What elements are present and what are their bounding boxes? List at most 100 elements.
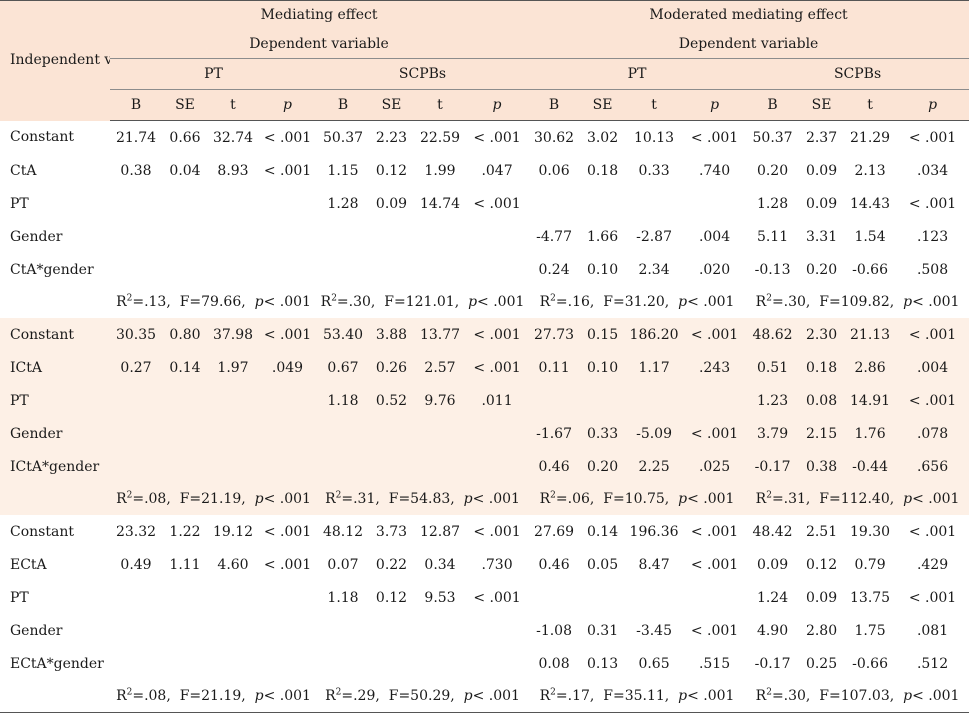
model-fit-summary: R2=.31, F=112.40, p< .001 [746, 483, 969, 515]
table-cell: 2.86 [844, 351, 897, 384]
r-symbol: R [116, 294, 127, 310]
r-symbol: R [539, 688, 551, 704]
r-squared-value: =.30, [771, 688, 811, 704]
independent-variable-header: Independent variable [0, 0, 110, 121]
table-cell: -0.44 [844, 450, 897, 483]
table-cell [317, 450, 369, 483]
table-cell: 3.73 [375, 523, 408, 540]
table-cell: 3.79 [746, 417, 800, 450]
table-cell: 1.11 [169, 556, 201, 573]
table-cell [162, 253, 208, 286]
table-cell [208, 647, 258, 680]
f-statistic: F=50.29, [388, 688, 455, 704]
summary-label-blank [0, 680, 110, 713]
table-cell: < .001 [683, 417, 747, 450]
table-cell: 0.09 [805, 589, 838, 606]
r-symbol: R [539, 491, 551, 507]
table-cell [110, 581, 162, 614]
table-row: Gender -1.67 0.33 -5.09 < .001 3.79 2.15 1.76.0… [0, 417, 969, 450]
table-cell [580, 384, 626, 417]
column-header-t: t [844, 89, 897, 121]
table-cell: < .001 [473, 129, 521, 146]
table-cell: 0.11 [528, 351, 581, 384]
table-cell [258, 647, 317, 680]
table-cell [162, 450, 208, 483]
table-cell: 21.13 [844, 318, 897, 351]
table-cell: 21.29 [850, 129, 891, 146]
table-cell: 30.62 [534, 129, 575, 146]
r-squared-exponent: 2 [766, 490, 772, 501]
table-row: ICtA 0.27 0.14 1.97.049 0.67 0.26 2.57 < .001 0.… [0, 351, 969, 384]
pt-header-mediating: PT [110, 58, 317, 90]
row-label: Gender [10, 622, 63, 639]
table-row: Constant 21.74 0.66 32.74 < .001 50.37 2.23 22.… [0, 121, 969, 155]
table-cell: .730 [481, 556, 513, 573]
model-fit-summary: R2=.08, F=21.19, p< .001 [110, 483, 317, 515]
table-cell: < .001 [263, 556, 312, 573]
table-cell: < .001 [908, 589, 957, 606]
table-cell [414, 450, 466, 483]
table-cell [208, 253, 258, 286]
table-row: ECtA 0.49 1.11 4.60 < .001 0.07 0.22 0.34 .730 0.… [0, 548, 969, 581]
r-squared-exponent: 2 [335, 490, 342, 501]
r-squared-value: =.29, [341, 688, 380, 704]
model-fit-summary: R2=.30, F=107.03, p< .001 [746, 680, 969, 713]
table-cell: < .001 [473, 589, 521, 606]
scpbs-header-mediating: SCPBs [317, 58, 529, 90]
table-cell: -0.17 [746, 450, 800, 483]
table-cell: 3.02 [586, 129, 619, 146]
table-cell [258, 450, 317, 483]
table-cell: -3.45 [636, 622, 672, 639]
table-cell: 48.62 [746, 318, 800, 351]
r-squared-exponent: 2 [550, 490, 556, 501]
r-symbol: R [116, 491, 127, 507]
table-cell [162, 187, 208, 220]
table-cell [258, 187, 317, 220]
p-symbol: p [468, 294, 478, 310]
f-statistic: F=31.20, [603, 294, 670, 310]
table-cell [208, 384, 258, 417]
table-row: PT 1.18 0.12 9.53 < .001 1.24 0.09 13.75 < .001 [0, 581, 969, 614]
p-symbol: p [903, 688, 913, 704]
f-statistic: F=107.03, [819, 688, 895, 704]
table-cell: 0.04 [169, 162, 201, 179]
table-cell: 0.33 [580, 417, 626, 450]
table-cell: 30.35 [110, 318, 162, 351]
table-cell [369, 417, 414, 450]
table-cell: .020 [698, 261, 731, 278]
table-cell: 0.33 [638, 162, 670, 179]
table-cell: < .001 [690, 129, 739, 146]
table-cell [162, 647, 208, 680]
table-cell [466, 647, 528, 680]
model-summary-row: R2=.08, F=21.19, p< .001 R2=.31, F=54.83,… [0, 483, 969, 515]
column-header-se: SE [799, 89, 845, 121]
table-cell: 9.76 [414, 384, 466, 417]
table-cell [110, 417, 162, 450]
table-cell [208, 581, 258, 614]
model-fit-summary: R2=.08, F=21.19, p< .001 [110, 680, 317, 713]
table-cell: 0.20 [756, 162, 789, 179]
table-cell: 0.27 [110, 351, 162, 384]
table-cell: .034 [916, 162, 949, 179]
p-value: < .001 [687, 491, 735, 507]
table-cell: 8.93 [217, 162, 249, 179]
table-row: CtA 0.38 0.04 8.93 < .001 1.15 0.12 1.99 .047 0.0… [0, 154, 969, 187]
p-value: < .001 [263, 491, 311, 507]
table-cell: 3.31 [805, 228, 838, 245]
p-symbol: p [254, 688, 264, 704]
row-label: Constant [0, 318, 110, 351]
table-header: Independent variable Mediating effect Mo… [0, 0, 969, 121]
table-cell: 0.14 [586, 523, 619, 540]
f-statistic: F=10.75, [603, 491, 670, 507]
f-statistic: F=121.01, [384, 294, 460, 310]
table-cell: -0.66 [852, 261, 888, 278]
f-statistic: F=21.19, [179, 491, 246, 507]
table-cell: 0.09 [805, 195, 838, 212]
table-cell [208, 220, 258, 253]
table-cell: 0.06 [538, 162, 570, 179]
p-symbol: p [678, 294, 688, 310]
column-header-se: SE [580, 89, 626, 121]
table-cell: 196.36 [629, 523, 679, 540]
table-cell [414, 417, 466, 450]
table-cell: < .001 [908, 195, 957, 212]
